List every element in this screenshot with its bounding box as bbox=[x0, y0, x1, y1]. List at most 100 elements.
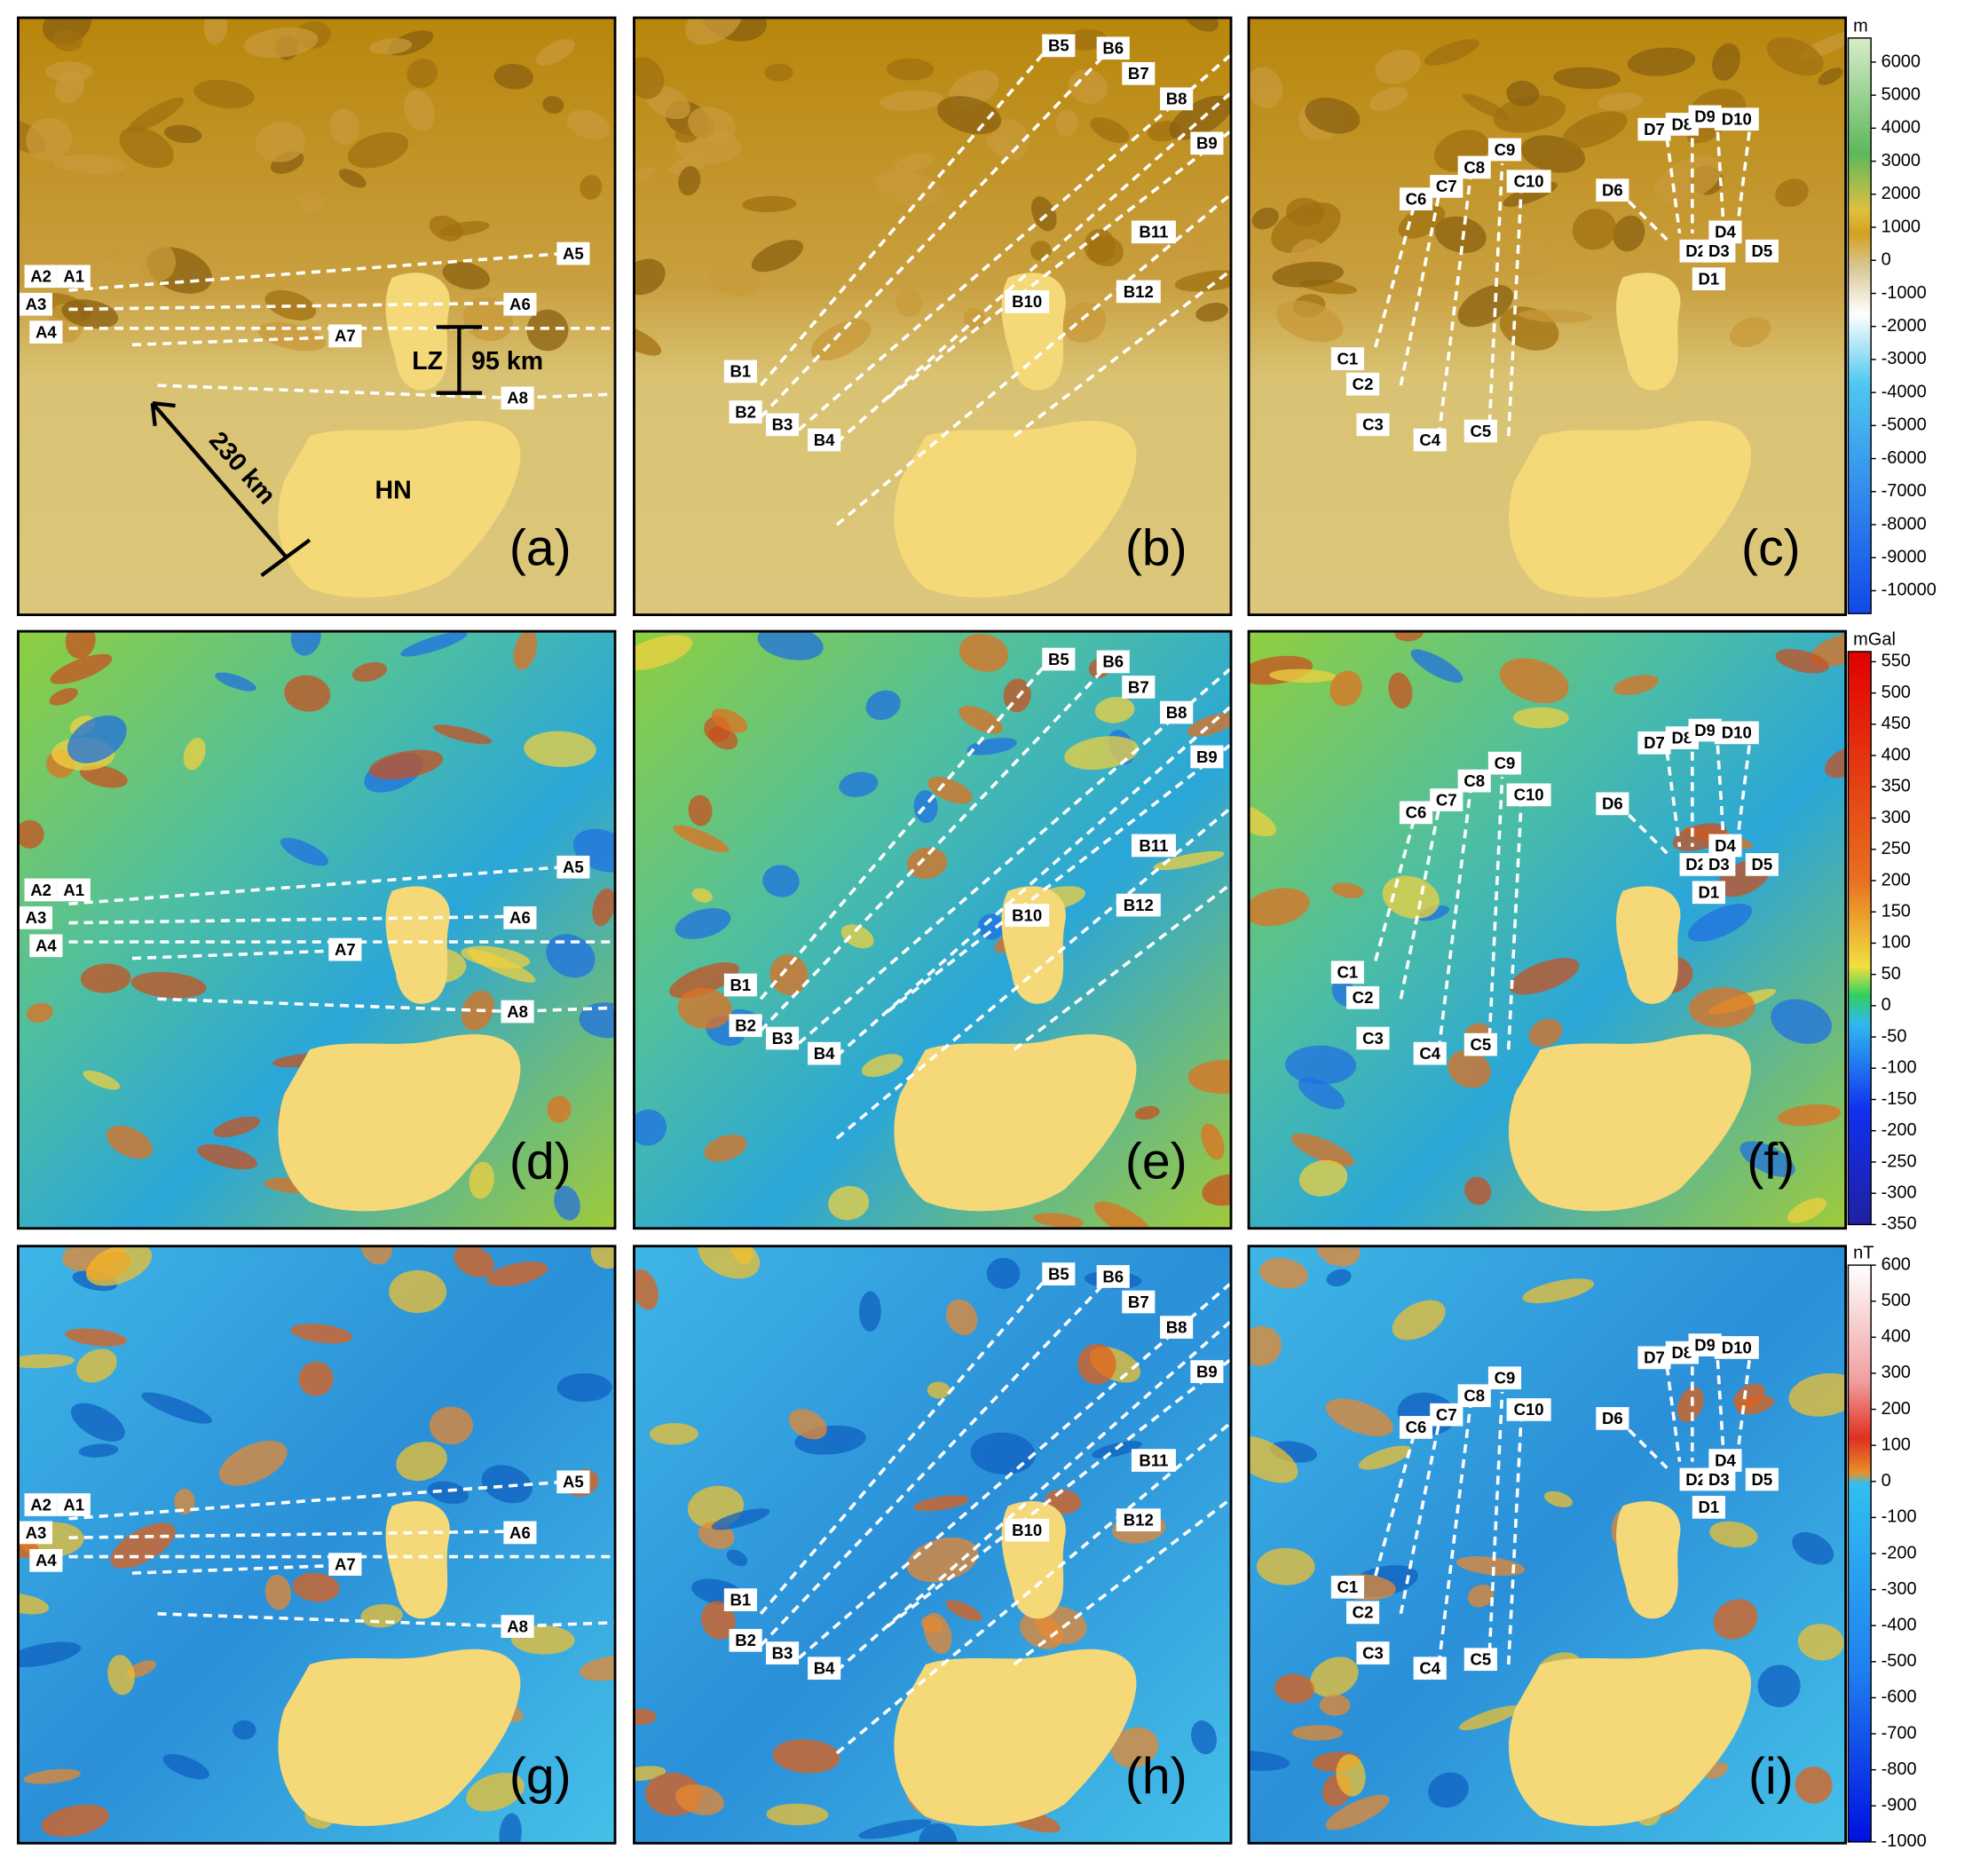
terrain-blob bbox=[634, 1109, 667, 1146]
label-box bbox=[1345, 372, 1380, 396]
terrain-blob bbox=[580, 175, 603, 200]
terrain-blob bbox=[634, 57, 665, 99]
terrain-blob bbox=[757, 631, 824, 660]
terrain-blob bbox=[1298, 1159, 1348, 1197]
terrain-blob bbox=[1358, 1445, 1412, 1470]
line-label: D3 bbox=[1708, 1470, 1730, 1489]
line-label: A4 bbox=[36, 1551, 57, 1569]
terrain-blob bbox=[1448, 1049, 1491, 1088]
label-box bbox=[29, 320, 63, 344]
line-label: B1 bbox=[730, 976, 752, 994]
label-box bbox=[1190, 1360, 1224, 1383]
terrain-blob bbox=[1740, 1141, 1795, 1177]
terrain-blob bbox=[290, 1323, 352, 1344]
terrain-blob bbox=[18, 1593, 50, 1615]
label-box bbox=[556, 855, 590, 879]
label-box bbox=[1708, 834, 1742, 858]
terrain-blob bbox=[526, 309, 569, 352]
label-box bbox=[19, 1521, 53, 1545]
label-box bbox=[57, 265, 91, 289]
label-box bbox=[1122, 676, 1156, 699]
line-label: C9 bbox=[1495, 1369, 1516, 1388]
terrain-blob bbox=[1410, 649, 1463, 684]
terrain-blob bbox=[1068, 68, 1108, 105]
terrain-blob bbox=[1326, 1269, 1352, 1287]
dashed-line bbox=[1506, 188, 1523, 437]
dashed-line bbox=[1487, 1391, 1504, 1652]
terrain-blob bbox=[673, 825, 730, 853]
terrain-blob bbox=[1094, 697, 1135, 723]
peninsula bbox=[1616, 273, 1681, 391]
terrain-blob bbox=[213, 1116, 261, 1138]
terrain-blob bbox=[119, 126, 174, 169]
terrain-blob bbox=[634, 1269, 659, 1310]
terrain-blob bbox=[927, 777, 973, 804]
terrain-blob bbox=[26, 1002, 53, 1024]
terrain-blob bbox=[1613, 675, 1659, 695]
colorbar-tick-label: -3000 bbox=[1882, 349, 1927, 368]
label-box bbox=[501, 1000, 534, 1024]
terrain-blob bbox=[130, 971, 207, 999]
label-box bbox=[1457, 155, 1491, 179]
terrain-blob bbox=[138, 241, 177, 282]
colorbar-tick-label: -900 bbox=[1882, 1796, 1917, 1815]
terrain-blob bbox=[406, 59, 438, 89]
panel-letter: (i) bbox=[1748, 1748, 1794, 1805]
terrain-blob bbox=[1493, 95, 1566, 133]
terrain-blob bbox=[937, 96, 1002, 135]
line-label: C10 bbox=[1514, 786, 1544, 804]
terrain-blob bbox=[1598, 92, 1643, 111]
line-label: D2 bbox=[1685, 1470, 1707, 1489]
line-label: A4 bbox=[36, 937, 57, 955]
terrain-blob bbox=[1191, 1720, 1217, 1755]
label-box bbox=[1096, 36, 1130, 60]
terrain-blob bbox=[78, 1443, 119, 1458]
terrain-blob bbox=[70, 1403, 125, 1442]
terrain-blob bbox=[1064, 736, 1139, 771]
terrain-blob bbox=[1788, 1372, 1846, 1417]
label-box bbox=[1692, 267, 1725, 291]
terrain-blob bbox=[709, 264, 762, 297]
label-box bbox=[1596, 178, 1629, 202]
terrain-blob bbox=[1795, 1767, 1833, 1804]
line-label: C9 bbox=[1495, 754, 1516, 772]
colorbar-tick-label: 200 bbox=[1882, 870, 1911, 890]
line-label: C2 bbox=[1353, 988, 1374, 1007]
label-box bbox=[556, 241, 590, 265]
panel-frame bbox=[633, 629, 1233, 1230]
dashed-line bbox=[1735, 1360, 1751, 1462]
label-box bbox=[1487, 1366, 1522, 1390]
line-label: C8 bbox=[1463, 771, 1485, 790]
dashed-line bbox=[1716, 745, 1726, 848]
terrain-blob bbox=[634, 635, 693, 670]
terrain-blob bbox=[466, 1772, 525, 1812]
colorbar-tick-label: -700 bbox=[1882, 1723, 1917, 1743]
terrain-blob bbox=[542, 96, 564, 115]
panel-letter: (d) bbox=[509, 1133, 572, 1190]
terrain-blob bbox=[874, 170, 943, 207]
label-box bbox=[808, 428, 841, 452]
terrain-blob bbox=[1688, 904, 1753, 942]
line-label: A8 bbox=[507, 1617, 528, 1635]
terrain-blob bbox=[433, 724, 492, 745]
dashed-line bbox=[835, 1321, 1231, 1672]
colorbar-tick-label: 2000 bbox=[1882, 184, 1921, 203]
label-box bbox=[723, 360, 757, 383]
label-box bbox=[1122, 1290, 1156, 1314]
terrain-blob bbox=[711, 708, 748, 733]
terrain-blob bbox=[1732, 1383, 1765, 1410]
terrain-blob bbox=[1434, 216, 1487, 253]
terrain-blob bbox=[691, 888, 713, 903]
terrain-blob bbox=[1572, 209, 1617, 250]
island bbox=[894, 420, 1137, 598]
panel-letter: (h) bbox=[1125, 1748, 1187, 1805]
label-box bbox=[723, 973, 757, 997]
dashed-line bbox=[886, 744, 1231, 1013]
terrain-blob bbox=[351, 662, 388, 682]
panel-frame bbox=[633, 1245, 1233, 1845]
terrain-blob bbox=[1620, 241, 1689, 272]
line-label: B10 bbox=[1012, 292, 1042, 311]
terrain-blob bbox=[163, 124, 202, 144]
terrain-blob bbox=[1797, 1624, 1844, 1661]
